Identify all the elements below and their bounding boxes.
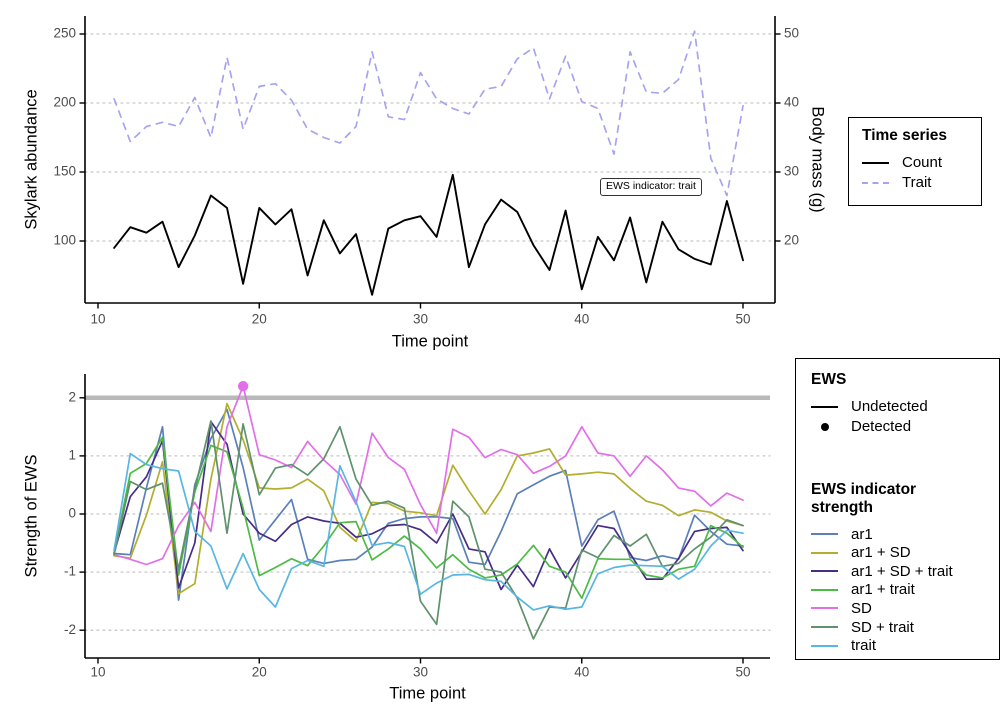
detected-point	[237, 380, 249, 392]
right-y-tick-label: 20	[784, 233, 799, 248]
legend-ews: EWS Undetected Detected EWS indicator str…	[795, 358, 1000, 660]
series-ar1-trait	[113, 436, 744, 600]
series-ar1	[113, 408, 744, 601]
legend-item-label: Undetected	[851, 398, 928, 416]
legend-item-ar1-sd-trait: ar1 + SD + trait	[811, 562, 999, 581]
legend-item-sd-trait: SD + trait	[811, 618, 999, 637]
line-swatch-icon	[811, 644, 838, 647]
y-tick-label: -2	[64, 622, 76, 637]
y-tick-label: 0	[68, 506, 76, 521]
line-swatch-icon	[811, 551, 838, 554]
x-tick-label: 20	[252, 312, 267, 327]
y-tick-label: -1	[64, 564, 76, 579]
series-sd-trait	[113, 420, 744, 640]
legend-item-detected: Detected	[811, 417, 999, 437]
right-y-tick-label: 40	[784, 95, 799, 110]
legend-item-label: trait	[851, 637, 877, 655]
legend-item-ar1-sd: ar1 + SD	[811, 543, 999, 562]
x-tick-label: 50	[735, 665, 750, 680]
legend-ews-title: EWS	[811, 371, 847, 388]
detected-point-icon	[811, 422, 838, 431]
x-tick-label: 40	[574, 665, 589, 680]
y-tick-label: 1	[68, 447, 76, 462]
x-tick-label: 30	[413, 665, 428, 680]
legend-item-label: Count	[902, 154, 943, 172]
y-tick-label: 200	[53, 95, 76, 110]
legend-item-sd: SD	[811, 599, 999, 618]
x-tick-label: 10	[90, 665, 105, 680]
legend-item-count: Count	[862, 153, 981, 173]
legend-item-trait: trait	[811, 636, 999, 655]
legend-item-label: SD	[851, 599, 872, 617]
legend-time-series-items: Count Trait	[862, 153, 981, 193]
x-tick-label: 40	[574, 312, 589, 327]
x-axis-title: Time point	[392, 332, 469, 350]
legend-time-series-title: Time series	[862, 127, 948, 144]
ews-indicator-annotation: EWS indicator: trait	[600, 178, 702, 196]
x-tick-label: 30	[413, 312, 428, 327]
series-trait	[113, 30, 744, 197]
y-tick-label: 150	[53, 164, 76, 179]
legend-item-ar1: ar1	[811, 525, 999, 544]
legend-item-label: ar1 + SD	[851, 544, 911, 562]
legend-item-undetected: Undetected	[811, 397, 999, 417]
line-swatch-icon	[811, 570, 838, 573]
legend-item-label: Trait	[902, 174, 932, 192]
series-trait	[113, 452, 744, 611]
legend-item-ar1-trait: ar1 + trait	[811, 581, 999, 600]
right-y-tick-label: 30	[784, 164, 799, 179]
right-y-tick-label: 50	[784, 26, 799, 41]
line-swatch-icon	[862, 161, 889, 164]
legend-time-series: Time series Count Trait	[848, 117, 982, 206]
legend-indicator-title: EWS indicator strength	[811, 480, 917, 517]
y-axis-title: Strength of EWS	[22, 455, 40, 578]
x-tick-label: 20	[252, 665, 267, 680]
line-swatch-icon	[862, 181, 889, 184]
legend-item-label: ar1 + SD + trait	[851, 562, 953, 580]
series-ar1-sd	[113, 402, 744, 595]
legend-indicator-items: ar1 ar1 + SD ar1 + SD + trait ar1 + trait SD…	[811, 525, 999, 655]
legend-item-label: Detected	[851, 418, 912, 436]
legend-item-label: SD + trait	[851, 618, 914, 636]
y-tick-label: 100	[53, 233, 76, 248]
legend-item-trait: Trait	[862, 173, 981, 193]
y-tick-label: 2	[68, 389, 76, 404]
line-swatch-icon	[811, 607, 838, 610]
line-swatch-icon	[811, 405, 838, 408]
line-swatch-icon	[811, 626, 838, 629]
x-tick-label: 50	[735, 312, 750, 327]
line-swatch-icon	[811, 588, 838, 591]
legend-item-label: ar1	[851, 525, 873, 543]
right-y-axis-title: Body mass (g)	[809, 106, 827, 212]
y-tick-label: 250	[53, 26, 76, 41]
y-axis-title: Skylark abundance	[22, 89, 40, 229]
x-tick-label: 10	[90, 312, 105, 327]
line-swatch-icon	[811, 533, 838, 536]
legend-ews-items: Undetected Detected	[811, 397, 999, 437]
legend-item-label: ar1 + trait	[851, 581, 915, 599]
series-count	[113, 173, 744, 296]
x-axis-title: Time point	[389, 684, 466, 702]
